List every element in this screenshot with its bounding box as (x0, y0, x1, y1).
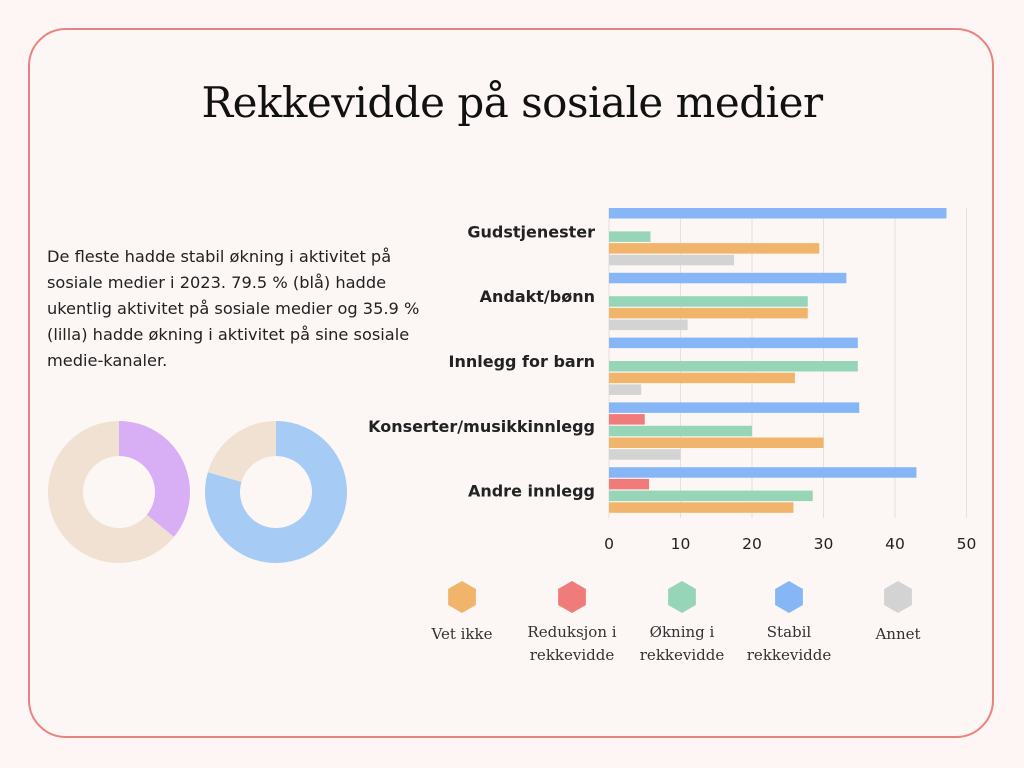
bar-0-3 (609, 243, 820, 254)
category-label: Konserter/musikkinnlegg (368, 417, 595, 436)
bar-4-1 (609, 478, 650, 490)
x-tick-label: 20 (742, 535, 762, 553)
card-frame (28, 28, 994, 738)
bar-2-3 (609, 372, 795, 384)
bar-2-0 (609, 337, 858, 349)
bar-3-0 (609, 402, 860, 413)
bar-3-3 (609, 437, 824, 448)
category-label: Andre innlegg (468, 482, 595, 501)
x-tick-label: 50 (957, 535, 977, 553)
bar-0-0 (609, 208, 947, 219)
bar-0-4 (609, 254, 735, 266)
bar-3-2 (609, 425, 752, 437)
bar-4-0 (609, 467, 917, 478)
bar-1-3 (609, 307, 808, 319)
description-text: De fleste hadde stabil økning i aktivite… (47, 247, 420, 370)
bar-4-3 (609, 502, 794, 513)
x-tick-label: 0 (604, 535, 614, 553)
bar-3-4 (609, 449, 681, 460)
bar-1-0 (609, 272, 847, 284)
bar-1-2 (609, 296, 808, 307)
category-label: Gudstjenester (467, 222, 595, 241)
x-tick-label: 40 (885, 535, 905, 553)
category-label: Innlegg for barn (449, 352, 596, 371)
bar-3-1 (609, 414, 645, 425)
bar-0-2 (609, 231, 651, 242)
bar-1-4 (609, 319, 688, 331)
x-tick-label: 10 (671, 535, 691, 553)
x-tick-label: 30 (814, 535, 834, 553)
bar-2-2 (609, 361, 858, 372)
page-title: Rekkevidde på sosiale medier (201, 78, 823, 127)
bar-4-2 (609, 490, 813, 502)
category-label: Andakt/bønn (480, 287, 595, 306)
bar-2-4 (609, 384, 642, 395)
